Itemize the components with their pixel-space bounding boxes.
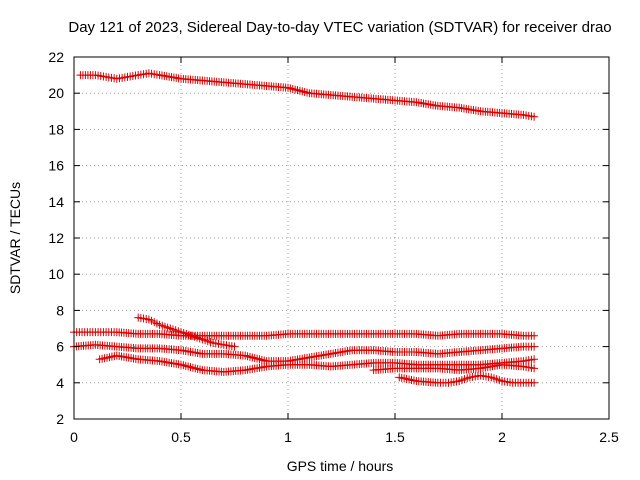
x-tick-label: 0.5 xyxy=(171,429,191,445)
y-tick-label: 12 xyxy=(48,230,64,246)
y-tick-label: 16 xyxy=(48,158,64,174)
y-tick-label: 2 xyxy=(56,411,64,427)
y-axis-label: SDTVAR / TECUs xyxy=(7,182,23,294)
x-axis-label: GPS time / hours xyxy=(287,458,394,474)
y-tick-label: 6 xyxy=(56,339,64,355)
y-tick-label: 8 xyxy=(56,302,64,318)
y-tick-label: 14 xyxy=(48,194,64,210)
chart-title: Day 121 of 2023, Sidereal Day-to-day VTE… xyxy=(68,19,611,36)
y-tick-label: 18 xyxy=(48,121,64,137)
data-point xyxy=(530,355,539,364)
x-tick-label: 0 xyxy=(70,429,78,445)
data-point xyxy=(230,342,239,351)
series-sat-4 xyxy=(134,313,239,351)
data-point xyxy=(530,331,539,340)
data-point xyxy=(530,364,539,373)
axis-ticks: 0 0.5 1 1.5 2 2.5 2 4 6 8 10 12 14 16 18 20 22 xyxy=(48,49,619,445)
data-point xyxy=(530,378,539,387)
y-tick-label: 4 xyxy=(56,375,64,391)
data-point xyxy=(530,112,539,121)
series-sat-1 xyxy=(76,69,539,121)
series-sat-2 xyxy=(70,328,539,340)
grid-lines xyxy=(74,57,609,419)
x-tick-label: 2 xyxy=(498,429,506,445)
y-tick-label: 20 xyxy=(48,85,64,101)
series-sat-7 xyxy=(395,371,539,387)
x-tick-label: 1.5 xyxy=(385,429,405,445)
x-tick-label: 1 xyxy=(284,429,292,445)
data-points xyxy=(70,69,539,387)
data-point xyxy=(530,342,539,351)
y-tick-label: 10 xyxy=(48,266,64,282)
series-sat-3 xyxy=(70,340,539,366)
x-tick-label: 2.5 xyxy=(599,429,619,445)
y-tick-label: 22 xyxy=(48,49,64,65)
series-sat-6 xyxy=(369,360,539,375)
